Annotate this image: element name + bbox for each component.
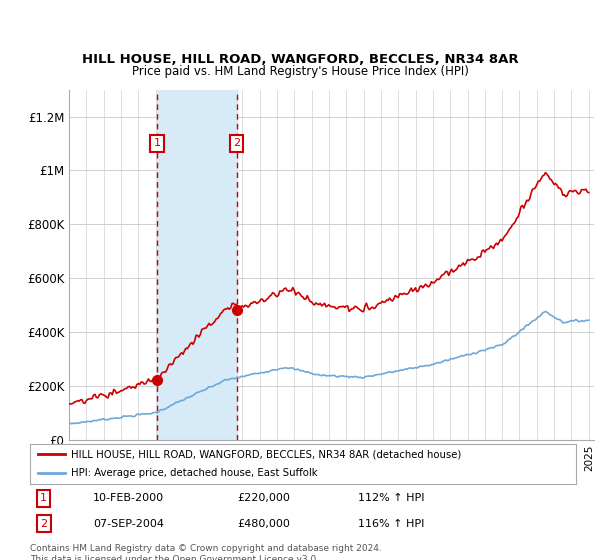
Text: £480,000: £480,000 — [238, 519, 290, 529]
Text: 2: 2 — [233, 138, 240, 148]
Text: 07-SEP-2004: 07-SEP-2004 — [93, 519, 164, 529]
Text: 1: 1 — [40, 493, 47, 503]
Text: Price paid vs. HM Land Registry's House Price Index (HPI): Price paid vs. HM Land Registry's House … — [131, 65, 469, 78]
Text: HILL HOUSE, HILL ROAD, WANGFORD, BECCLES, NR34 8AR (detached house): HILL HOUSE, HILL ROAD, WANGFORD, BECCLES… — [71, 449, 461, 459]
Text: 10-FEB-2000: 10-FEB-2000 — [93, 493, 164, 503]
Text: £220,000: £220,000 — [238, 493, 290, 503]
Text: 112% ↑ HPI: 112% ↑ HPI — [358, 493, 424, 503]
Text: 1: 1 — [154, 138, 161, 148]
Bar — [157, 90, 236, 440]
Text: 116% ↑ HPI: 116% ↑ HPI — [358, 519, 424, 529]
Text: 2: 2 — [40, 519, 47, 529]
Text: HPI: Average price, detached house, East Suffolk: HPI: Average price, detached house, East… — [71, 468, 317, 478]
Text: Contains HM Land Registry data © Crown copyright and database right 2024.
This d: Contains HM Land Registry data © Crown c… — [30, 544, 382, 560]
Text: HILL HOUSE, HILL ROAD, WANGFORD, BECCLES, NR34 8AR: HILL HOUSE, HILL ROAD, WANGFORD, BECCLES… — [82, 53, 518, 67]
